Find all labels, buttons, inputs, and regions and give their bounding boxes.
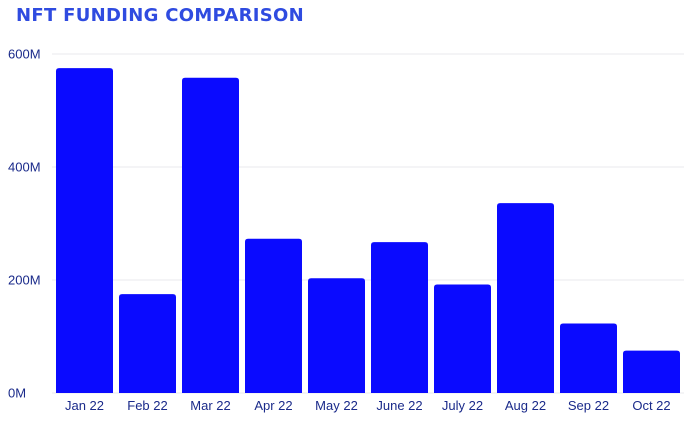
- x-tick-label: June 22: [376, 398, 422, 413]
- bar: [56, 68, 113, 393]
- bar: [560, 323, 617, 393]
- x-tick-label: Apr 22: [254, 398, 292, 413]
- bar: [308, 278, 365, 393]
- y-tick-label: 600M: [8, 47, 41, 62]
- x-tick-label: Aug 22: [505, 398, 546, 413]
- x-tick-label: July 22: [442, 398, 483, 413]
- bar: [434, 284, 491, 393]
- x-tick-label: Feb 22: [127, 398, 167, 413]
- bar: [497, 203, 554, 393]
- x-tick-label: Jan 22: [65, 398, 104, 413]
- x-tick-label: May 22: [315, 398, 358, 413]
- y-tick-label: 0M: [8, 386, 26, 401]
- bar: [371, 242, 428, 393]
- x-tick-label: Oct 22: [632, 398, 670, 413]
- y-tick-label: 400M: [8, 160, 41, 175]
- bar: [623, 350, 680, 393]
- bar: [119, 294, 176, 393]
- bar: [245, 238, 302, 393]
- x-tick-label: Mar 22: [190, 398, 230, 413]
- bar: [182, 77, 239, 393]
- y-tick-label: 200M: [8, 273, 41, 288]
- x-tick-label: Sep 22: [568, 398, 609, 413]
- chart-title: NFT FUNDING COMPARISON: [16, 5, 305, 26]
